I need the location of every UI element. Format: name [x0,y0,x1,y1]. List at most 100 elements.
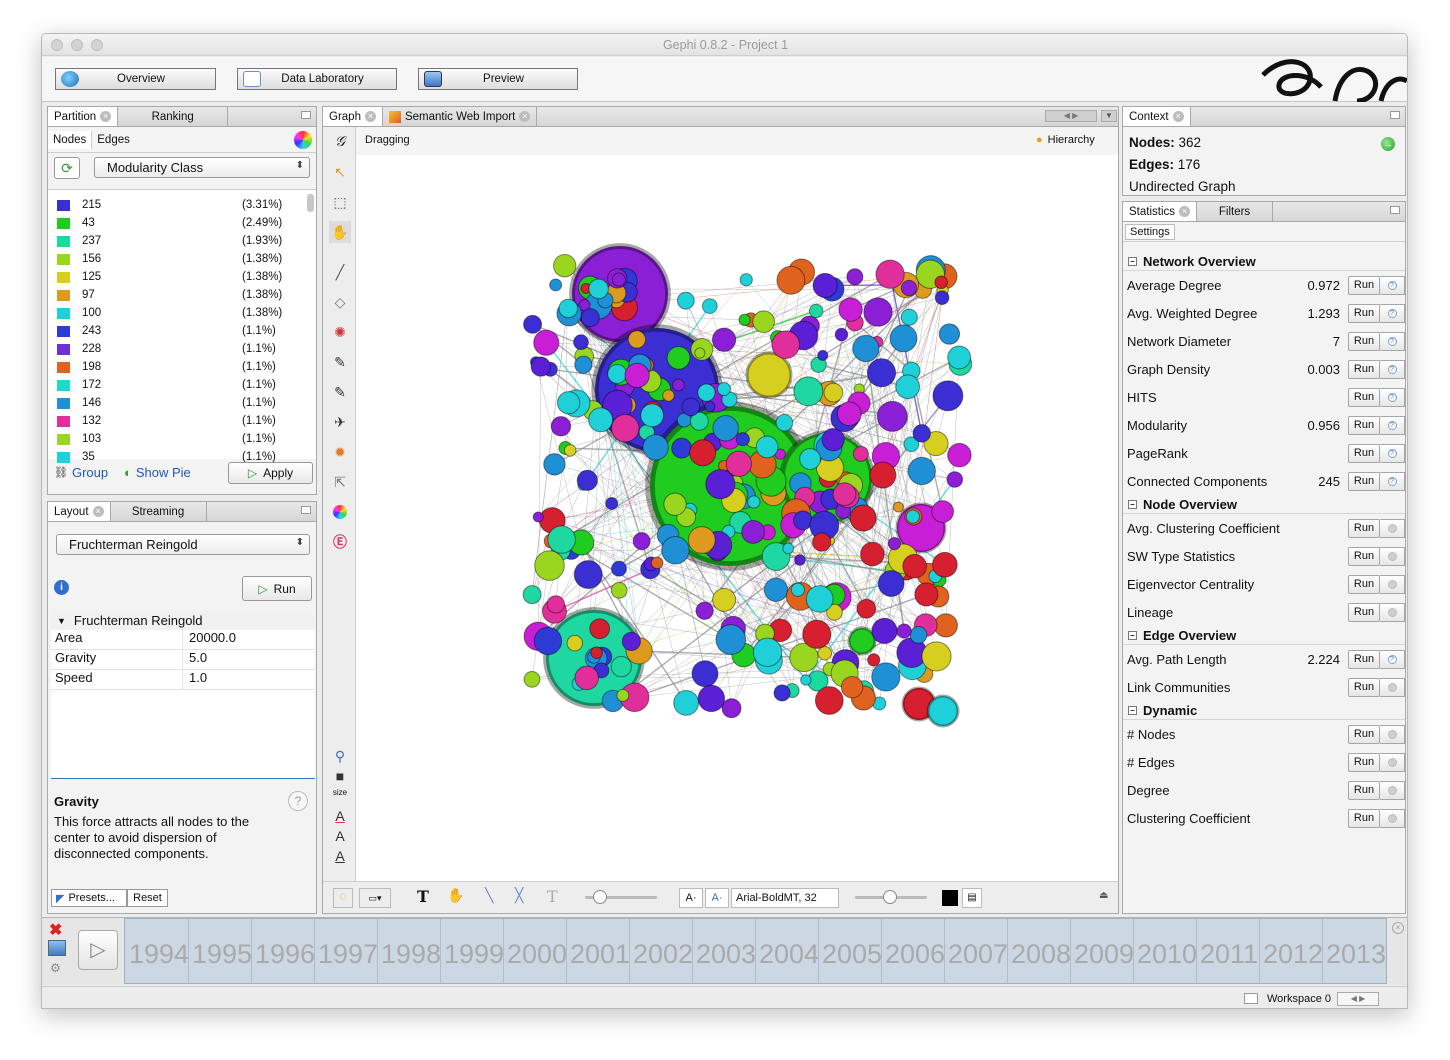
font-decrease-button[interactable]: A· [679,888,703,908]
graph-node[interactable] [632,532,651,551]
graph-node[interactable] [662,389,675,402]
close-icon[interactable]: × [100,111,112,122]
graph-node[interactable] [673,690,700,716]
edge-color-icon[interactable]: ╳ [515,887,524,903]
graph-node[interactable] [889,324,918,353]
tab-layout[interactable]: Layout × [48,502,111,521]
property-value[interactable]: 1.0 [189,670,208,685]
graph-node[interactable] [549,278,563,292]
graph-node[interactable] [624,362,650,389]
show-pie-button[interactable]: ◐ Show Pie [124,465,191,480]
graph-node[interactable] [556,391,581,415]
graph-node[interactable] [558,298,579,319]
run-layout-button[interactable]: ▷ Run [242,576,312,601]
graph-node[interactable] [821,427,845,452]
minimize-panel-button[interactable] [1390,111,1400,119]
graph-node[interactable] [715,624,747,655]
graph-node[interactable] [776,265,806,295]
graph-node[interactable] [926,694,960,728]
close-icon[interactable]: × [92,506,104,517]
graph-node[interactable] [847,626,877,656]
graph-node[interactable] [532,511,544,523]
run-button[interactable]: Run [1348,415,1380,435]
graph-canvas[interactable] [357,155,1117,881]
gephi-icon[interactable]: 𝒢 [335,134,345,150]
color-swatch[interactable] [57,271,70,283]
graph-node[interactable] [640,403,665,428]
graph-node[interactable] [773,684,791,702]
graph-node[interactable] [611,272,626,287]
graph-node[interactable] [533,329,560,356]
graph-node[interactable] [840,676,864,699]
graph-node[interactable] [823,382,844,403]
collapse-icon[interactable]: – [1128,630,1137,640]
graph-node[interactable] [902,553,927,579]
graph-node[interactable] [933,613,958,638]
report-button[interactable] [1380,780,1405,800]
graph-node[interactable] [676,291,695,310]
graph-node[interactable] [812,272,838,299]
graph-node[interactable] [550,416,572,437]
edge-scale-slider[interactable] [585,890,657,904]
color-swatch[interactable] [57,451,70,463]
close-icon[interactable]: × [1179,206,1191,217]
graph-node[interactable] [687,526,716,554]
minimize-panel-button[interactable] [301,111,311,119]
report-button[interactable] [1380,518,1405,538]
run-button[interactable]: Run [1348,724,1380,744]
graph-node[interactable] [834,327,849,342]
color-swatch[interactable] [57,217,70,229]
settings-gear-icon[interactable]: ⚙ [50,961,61,975]
graph-node[interactable] [825,603,843,621]
group-button[interactable]: ⛓ Group [54,465,109,480]
reset-button[interactable]: Reset [127,889,168,907]
partition-row[interactable]: 237 (1.93%) [48,232,316,250]
partition-row[interactable]: 228 (1.1%) [48,340,316,358]
rectangle-select-icon[interactable]: ⬚ [333,193,347,210]
tab-scroll-buttons[interactable]: ◀ ▶ [1045,110,1097,122]
graph-node[interactable] [934,290,950,305]
label-color-swatch[interactable] [942,890,958,906]
play-timeline-button[interactable]: ▷ [78,930,118,970]
minimize-panel-button[interactable] [1390,206,1400,214]
timeline-close-icon[interactable]: × [1392,922,1404,934]
graph-node[interactable] [716,382,731,397]
graph-node[interactable] [814,686,844,715]
graph-node[interactable] [931,500,955,523]
workspace-nav-buttons[interactable]: ◀ ▶ [1337,992,1379,1006]
graph-node[interactable] [580,308,600,328]
report-button[interactable] [1380,808,1405,828]
graph-node[interactable] [852,445,869,462]
subtab-edges[interactable]: Edges [97,133,130,146]
close-icon[interactable]: × [519,111,531,122]
lightbulb-icon[interactable]: ◌ [333,888,353,908]
font-size-icon[interactable]: A [335,848,345,864]
gear-icon[interactable]: ✹ [334,443,346,460]
graph-node[interactable] [747,495,761,509]
pointer-help-icon[interactable]: ⇱ [334,473,346,490]
graph-node[interactable] [849,504,877,532]
graph-node[interactable] [805,585,834,613]
layout-algorithm-select[interactable]: Fruchterman Reingold [56,534,310,555]
report-button[interactable]: ? [1380,331,1405,351]
close-icon[interactable]: × [1172,111,1184,122]
property-value[interactable]: 5.0 [189,650,208,665]
graph-node[interactable] [900,308,918,326]
graph-node[interactable] [789,642,819,673]
slider-thumb[interactable] [593,890,607,904]
graph-node[interactable] [832,482,857,507]
close-icon[interactable]: × [364,111,376,122]
graph-node[interactable] [892,501,904,513]
graph-node[interactable] [755,435,779,459]
timeline-years[interactable]: 1994 1995 1996 1997 1998 1999 2000 2001 2002 2003… [124,918,1387,984]
presets-button[interactable]: ◤ Presets... [51,889,127,907]
color-swatch[interactable] [57,307,70,319]
graph-node[interactable] [530,356,551,377]
graph-node[interactable] [605,496,619,510]
minimize-panel-button[interactable] [301,506,311,514]
graph-node[interactable] [663,492,687,516]
graph-node[interactable] [573,334,589,351]
square-icon[interactable]: ■ [335,768,345,784]
graph-node[interactable] [817,645,833,661]
graph-node[interactable] [887,537,902,551]
